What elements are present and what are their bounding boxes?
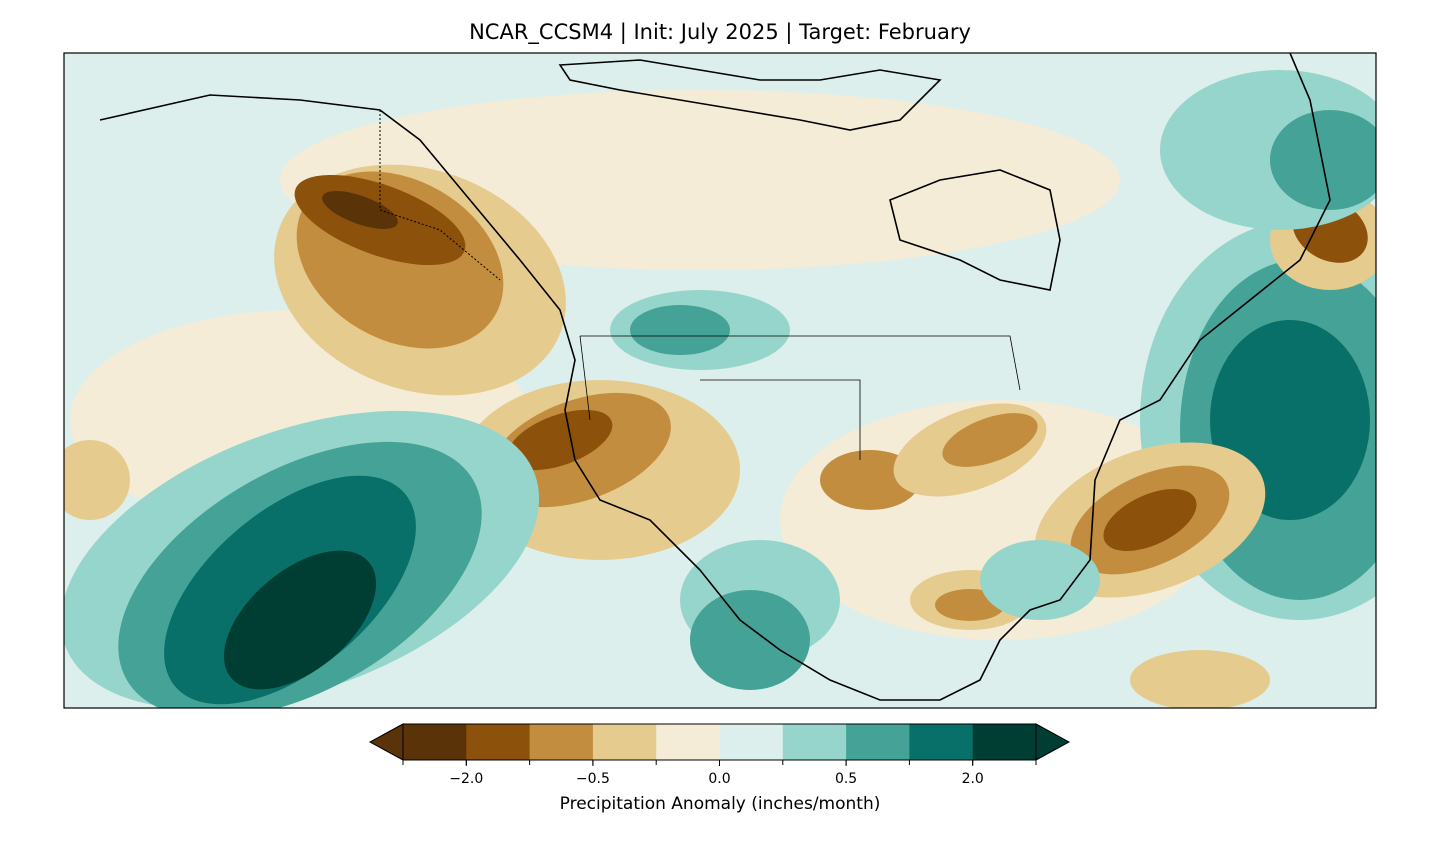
colorbar-box: [403, 724, 467, 760]
colorbar-box: [466, 724, 531, 760]
anomaly-region: [690, 590, 810, 690]
anomaly-region: [942, 413, 1038, 467]
borders: [579, 335, 1021, 460]
colorbar-box: [909, 724, 974, 760]
colorbar-label: Precipitation Anomaly (inches/month): [560, 794, 881, 814]
map-frame: [63, 52, 1377, 709]
colorbar-tick-label: 0.0: [708, 771, 730, 787]
map-title: NCAR_CCSM4 | Init: July 2025 | Target: F…: [469, 20, 971, 45]
anomaly-region: [507, 409, 613, 471]
anomaly-region: [223, 550, 377, 690]
anomaly-region: [630, 305, 730, 355]
anomaly-region: [1130, 650, 1270, 708]
colorbar-extend-min: [368, 723, 404, 761]
colorbar: −2.0 −0.5 0.0 0.5 2.0: [368, 723, 1071, 787]
colorbar-box: [719, 724, 784, 760]
colorbar-box: [656, 724, 720, 760]
colorbar-tick-label: 0.5: [835, 771, 857, 787]
anomaly-region: [1103, 489, 1197, 551]
colorbar-extend-max: [1035, 723, 1071, 761]
colorbar-box: [846, 724, 910, 760]
colorbar-tick-label: −2.0: [449, 771, 483, 787]
coastlines: [99, 53, 1331, 701]
colorbar-box: [529, 724, 594, 760]
coastline: [99, 53, 1331, 701]
arctic-island: [558, 59, 942, 131]
hudson-bay: [889, 169, 1061, 291]
colorbar-tick-label: 2.0: [962, 771, 984, 787]
anomaly-region: [980, 540, 1100, 620]
anomaly-region: [322, 191, 398, 229]
colorbar-box: [972, 724, 1037, 760]
colorbar-box: [782, 724, 847, 760]
anomaly-region: [1270, 110, 1376, 210]
map-field: [64, 53, 1376, 708]
alaska-border: [379, 110, 501, 281]
colorbar-tick-label: −0.5: [576, 771, 610, 787]
anomaly-region: [64, 440, 130, 520]
colorbar-box: [592, 724, 657, 760]
